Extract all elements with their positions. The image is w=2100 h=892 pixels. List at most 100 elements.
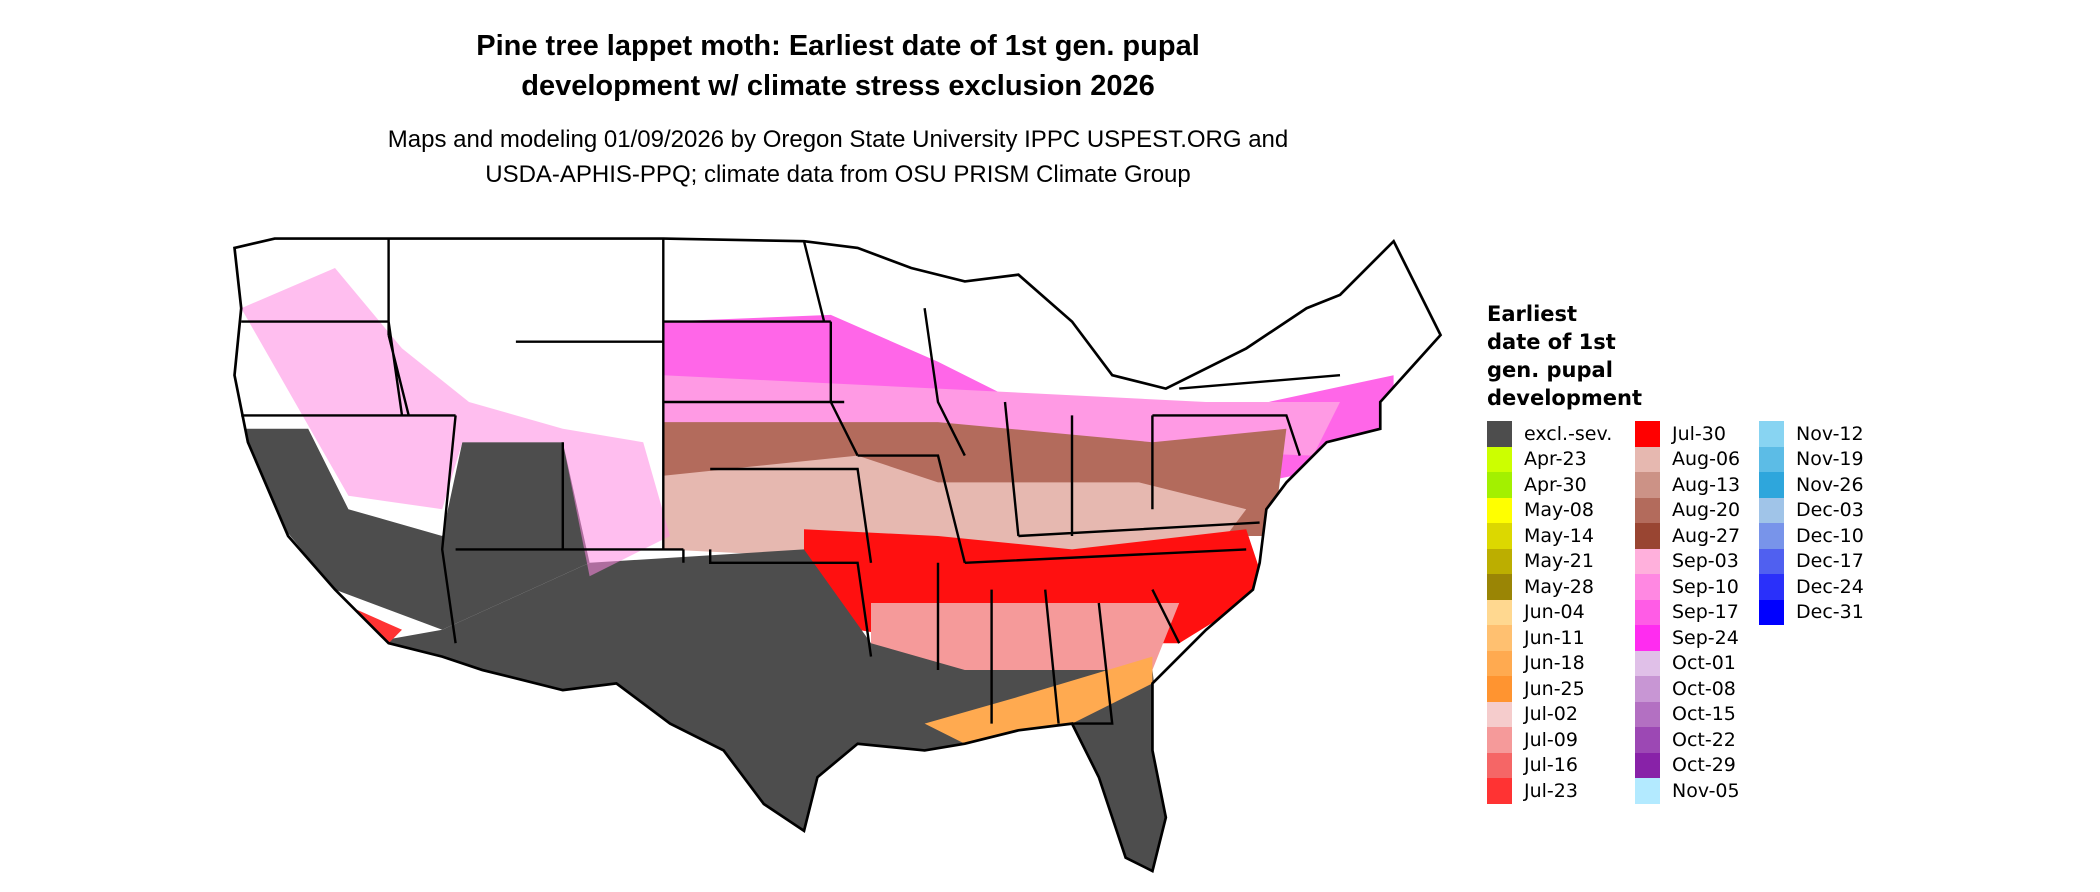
legend-swatch bbox=[1759, 446, 1784, 472]
legend-item: Aug-27 bbox=[1635, 523, 1740, 549]
legend-swatch bbox=[1635, 676, 1660, 702]
legend-swatch bbox=[1759, 574, 1784, 600]
legend-item: Sep-03 bbox=[1635, 548, 1740, 574]
legend-item: Nov-26 bbox=[1759, 472, 1864, 498]
legend-label: Oct-15 bbox=[1672, 703, 1736, 726]
legend-item: Apr-30 bbox=[1487, 472, 1612, 498]
legend-label: Jun-18 bbox=[1524, 652, 1585, 675]
legend-item: Sep-10 bbox=[1635, 574, 1740, 600]
legend-label: Jul-02 bbox=[1524, 703, 1578, 726]
legend-swatch bbox=[1487, 472, 1512, 498]
legend-column: excl.-sev. Apr-23 Apr-30 May-08 May-14 May-21… bbox=[1487, 421, 1612, 804]
legend-item: Aug-13 bbox=[1635, 472, 1740, 498]
legend-label: Apr-30 bbox=[1524, 473, 1587, 496]
legend-swatch bbox=[1487, 778, 1512, 804]
legend-item: Jul-02 bbox=[1487, 701, 1612, 727]
legend-label: Sep-17 bbox=[1672, 601, 1739, 624]
legend-label: Jul-23 bbox=[1524, 779, 1578, 802]
legend-item: Oct-08 bbox=[1635, 676, 1740, 702]
legend-swatch bbox=[1759, 497, 1784, 523]
legend-item: Dec-10 bbox=[1759, 523, 1864, 549]
legend-swatch bbox=[1635, 497, 1660, 523]
legend-item: May-08 bbox=[1487, 497, 1612, 523]
legend-item: Nov-05 bbox=[1635, 778, 1740, 804]
legend-item: Dec-03 bbox=[1759, 497, 1864, 523]
legend-swatch bbox=[1487, 497, 1512, 523]
region-gulf-orange bbox=[924, 656, 1153, 744]
legend-item: Jun-11 bbox=[1487, 625, 1612, 651]
legend-swatch bbox=[1635, 701, 1660, 727]
legend-swatch bbox=[1487, 701, 1512, 727]
legend-label: May-08 bbox=[1524, 499, 1594, 522]
legend-item: Jun-25 bbox=[1487, 676, 1612, 702]
legend-label: Aug-27 bbox=[1672, 524, 1741, 547]
legend-label: excl.-sev. bbox=[1524, 422, 1613, 445]
legend-label: Aug-13 bbox=[1672, 473, 1741, 496]
legend-label: Nov-19 bbox=[1796, 448, 1864, 471]
legend-column: Jul-30 Aug-06 Aug-13 Aug-20 Aug-27 Sep-03 Sep-… bbox=[1635, 421, 1740, 804]
legend-swatch bbox=[1487, 727, 1512, 753]
map-title: Pine tree lappet moth: Earliest date of … bbox=[0, 26, 1676, 106]
legend-item: Dec-17 bbox=[1759, 548, 1864, 574]
legend-title-line: development bbox=[1487, 386, 1642, 410]
legend-label: Oct-01 bbox=[1672, 652, 1736, 675]
legend-item: Sep-24 bbox=[1635, 625, 1740, 651]
legend-label: Jul-16 bbox=[1524, 754, 1578, 777]
legend-swatch bbox=[1487, 421, 1512, 447]
legend-label: Jun-04 bbox=[1524, 601, 1585, 624]
legend-swatch bbox=[1487, 650, 1512, 676]
legend-swatch bbox=[1635, 727, 1660, 753]
legend-label: Apr-23 bbox=[1524, 448, 1587, 471]
state-borders bbox=[241, 238, 1341, 725]
legend-label: May-14 bbox=[1524, 524, 1594, 547]
legend-label: Nov-05 bbox=[1672, 779, 1740, 802]
subtitle-line: USDA-APHIS-PPQ; climate data from OSU PR… bbox=[485, 161, 1191, 188]
legend-label: Dec-24 bbox=[1796, 575, 1864, 598]
legend-label: Jun-11 bbox=[1524, 626, 1585, 649]
legend-label: Sep-24 bbox=[1672, 626, 1739, 649]
legend-label: Jul-30 bbox=[1672, 422, 1726, 445]
legend-column: Nov-12 Nov-19 Nov-26 Dec-03 Dec-10 Dec-17 Dec-… bbox=[1759, 421, 1864, 625]
legend-item: Nov-19 bbox=[1759, 446, 1864, 472]
region-lightred bbox=[871, 603, 1180, 677]
legend-label: Dec-31 bbox=[1796, 601, 1864, 624]
legend-label: Aug-06 bbox=[1672, 448, 1741, 471]
legend-label: Oct-22 bbox=[1672, 728, 1736, 751]
subtitle-line: Maps and modeling 01/09/2026 by Oregon S… bbox=[387, 126, 1289, 153]
legend-label: Oct-08 bbox=[1672, 677, 1736, 700]
legend-swatch bbox=[1759, 548, 1784, 574]
legend-label: Dec-03 bbox=[1796, 499, 1864, 522]
legend-item: Sep-17 bbox=[1635, 599, 1740, 625]
legend-item: Aug-20 bbox=[1635, 497, 1740, 523]
legend-title-line: date of 1st bbox=[1487, 330, 1616, 354]
legend-label: Nov-12 bbox=[1796, 422, 1864, 445]
legend-swatch bbox=[1635, 650, 1660, 676]
legend-item: Jul-09 bbox=[1487, 727, 1612, 753]
legend-label: Dec-10 bbox=[1796, 524, 1864, 547]
legend-swatch bbox=[1487, 625, 1512, 651]
legend-item: Oct-01 bbox=[1635, 650, 1740, 676]
legend-item: May-28 bbox=[1487, 574, 1612, 600]
legend-label: Sep-03 bbox=[1672, 550, 1739, 573]
legend-swatch bbox=[1635, 574, 1660, 600]
legend-swatch bbox=[1635, 752, 1660, 778]
legend-swatch bbox=[1487, 574, 1512, 600]
legend-label: Jul-09 bbox=[1524, 728, 1578, 751]
title-line: development w/ climate stress exclusion … bbox=[521, 70, 1155, 102]
legend-item: Jun-18 bbox=[1487, 650, 1612, 676]
legend-item: Jul-30 bbox=[1635, 421, 1740, 447]
legend-swatch bbox=[1635, 446, 1660, 472]
legend-swatch bbox=[1487, 548, 1512, 574]
legend-item: May-21 bbox=[1487, 548, 1612, 574]
legend-item: excl.-sev. bbox=[1487, 421, 1612, 447]
legend-item: Dec-31 bbox=[1759, 599, 1864, 625]
legend-swatch bbox=[1759, 421, 1784, 447]
legend-swatch bbox=[1635, 472, 1660, 498]
legend-item: Jul-23 bbox=[1487, 778, 1612, 804]
legend-swatch bbox=[1487, 599, 1512, 625]
legend-swatch bbox=[1635, 523, 1660, 549]
legend-swatch bbox=[1487, 676, 1512, 702]
legend-swatch bbox=[1635, 778, 1660, 804]
legend-label: May-21 bbox=[1524, 550, 1594, 573]
